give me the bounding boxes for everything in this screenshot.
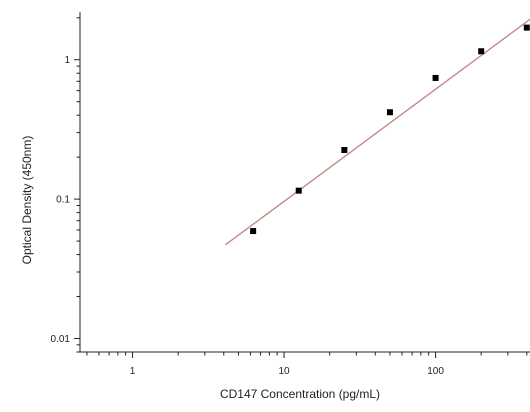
data-point bbox=[432, 74, 439, 81]
x-tick-label: 1 bbox=[130, 366, 136, 377]
y-axis-label: Optical Density (450nm) bbox=[20, 136, 34, 265]
y-tick-label: 1 bbox=[64, 55, 70, 66]
y-tick-label: 0.1 bbox=[56, 195, 70, 206]
data-point bbox=[478, 48, 485, 55]
data-point bbox=[386, 109, 393, 116]
y-tick-label: 0.01 bbox=[51, 334, 71, 345]
data-point bbox=[523, 24, 530, 31]
data-points bbox=[250, 24, 530, 235]
data-point bbox=[295, 187, 302, 194]
ticks: 1 10 100 0.01 0.1 1 bbox=[51, 17, 528, 377]
x-axis-label: CD147 Concentration (pg/mL) bbox=[220, 387, 380, 401]
fit-line-group bbox=[224, 18, 530, 246]
axes bbox=[79, 12, 530, 353]
x-tick-label: 100 bbox=[427, 366, 444, 377]
fit-line bbox=[224, 18, 530, 246]
x-tick-label: 10 bbox=[278, 366, 290, 377]
data-point bbox=[341, 147, 348, 154]
data-point bbox=[250, 228, 257, 235]
